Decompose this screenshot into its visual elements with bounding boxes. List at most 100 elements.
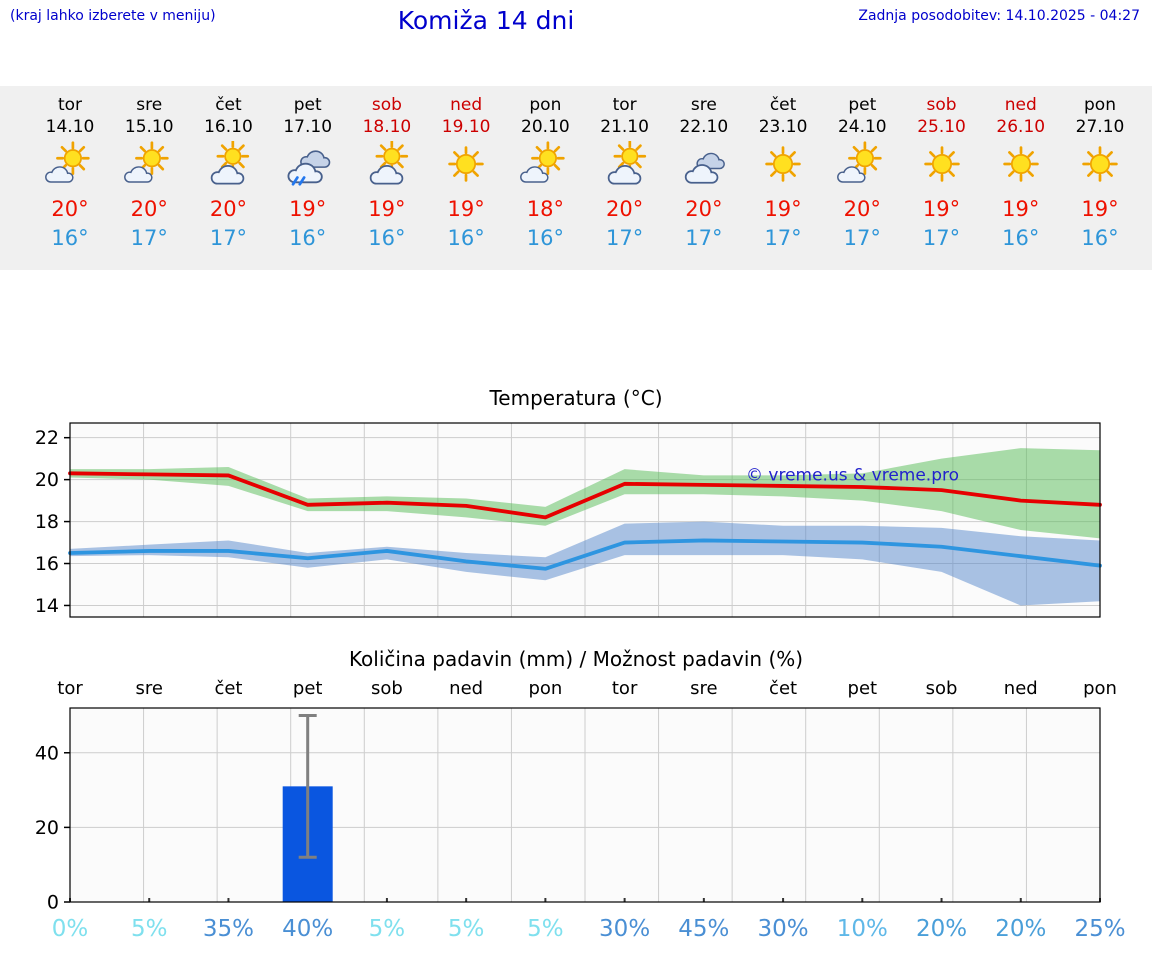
y-axis-tick-label: 18 xyxy=(35,511,59,533)
low-temp: 17° xyxy=(922,226,961,250)
precipitation-chart: 0 20 40 xyxy=(0,704,1152,914)
day-name: pet xyxy=(848,95,877,115)
precip-probability: 25% xyxy=(1074,916,1126,942)
high-temp: 20° xyxy=(605,197,644,221)
low-temp: 16° xyxy=(51,226,89,250)
partly-cloudy-icon xyxy=(186,139,270,189)
forecast-day: ned 26.10 19° 16° xyxy=(979,94,1063,250)
low-temp: 17° xyxy=(209,226,248,250)
low-temp: 16° xyxy=(1081,226,1119,250)
day-date: 23.10 xyxy=(758,117,808,137)
precip-probability: 5% xyxy=(527,916,564,942)
high-temp: 19° xyxy=(764,197,802,221)
precip-day-label: tor xyxy=(611,678,638,699)
precipitation-plot: 0 20 40 xyxy=(35,707,1101,914)
temperature-chart-title: Temperatura (°C) xyxy=(489,386,663,410)
precip-probability: 10% xyxy=(836,916,888,942)
mostly-sunny-icon xyxy=(820,141,904,189)
sunny-icon xyxy=(424,141,508,189)
precip-day-label: pet xyxy=(292,678,323,699)
temperature-plot: 14 16 18 20 22 © vreme.us & vreme.pro xyxy=(35,422,1102,618)
mostly-sunny-icon xyxy=(107,141,191,189)
precip-probability: 20% xyxy=(915,916,968,942)
last-update: Zadnja posodobitev: 14.10.2025 - 04:27 xyxy=(858,8,1140,24)
precip-chart-title: Količina padavin (mm) / Možnost padavin … xyxy=(348,647,804,671)
low-temp: 17° xyxy=(764,226,802,250)
y-axis-tick-label: 20 xyxy=(35,817,59,839)
forecast-day: pon 20.10 18° 16° xyxy=(503,94,587,250)
precip-day-label: sre xyxy=(135,678,163,699)
page-title: Komiža 14 dni xyxy=(397,6,575,35)
precip-day-label: ned xyxy=(449,678,484,699)
high-temp: 18° xyxy=(526,197,564,221)
cloudy-icon xyxy=(662,141,746,189)
forecast-day: pon 27.10 19° 16° xyxy=(1058,94,1142,250)
day-date: 16.10 xyxy=(204,117,253,137)
low-temp: 16° xyxy=(1002,226,1040,250)
rain-icon xyxy=(266,141,350,189)
high-temp: 20° xyxy=(843,197,881,221)
forecast-day: ned 19.10 19° 16° xyxy=(424,94,508,250)
precip-probability: 0% xyxy=(51,916,89,942)
precip-day-label: sob xyxy=(371,678,403,699)
mostly-sunny-icon xyxy=(503,141,587,189)
low-temp: 16° xyxy=(447,226,485,250)
watermark: © vreme.us & vreme.pro xyxy=(746,466,959,486)
high-temp: 20° xyxy=(209,197,248,221)
day-name: sob xyxy=(371,95,402,115)
day-name: ned xyxy=(450,95,483,115)
high-temp: 19° xyxy=(447,197,485,221)
forecast-day: tor 21.10 20° 17° xyxy=(583,94,667,250)
precip-day-label: sob xyxy=(925,678,958,699)
day-name: tor xyxy=(612,95,637,115)
page-header: (kraj lahko izberete v meniju) Komiža 14… xyxy=(0,0,1152,42)
precip-probability: 20% xyxy=(995,916,1047,942)
precip-probability: 45% xyxy=(678,916,730,942)
temperature-series-line xyxy=(68,538,1102,571)
precip-day-label: čet xyxy=(769,678,798,699)
day-name: sre xyxy=(136,95,163,115)
low-temp: 17° xyxy=(130,226,168,250)
y-axis-tick-label: 0 xyxy=(47,892,59,911)
partly-cloudy-icon xyxy=(583,139,667,189)
partly-cloudy-icon xyxy=(345,139,429,189)
low-temp: 17° xyxy=(843,226,881,250)
day-name: čet xyxy=(215,95,242,115)
forecast-day: sre 22.10 20° 17° xyxy=(662,94,746,250)
day-date: 22.10 xyxy=(679,117,729,137)
forecast-day: čet 16.10 20° 17° xyxy=(186,94,270,250)
high-temp: 19° xyxy=(368,197,406,221)
precip-day-labels-row: tor sre čet pet sob ned pon tor sre čet pet sob ned p… xyxy=(0,676,1152,704)
high-temp: 19° xyxy=(289,197,327,221)
sunny-icon xyxy=(979,141,1063,189)
forecast-day: pet 24.10 20° 17° xyxy=(820,94,904,250)
low-temp: 16° xyxy=(526,226,564,250)
precipitation-chart-section: Količina padavin (mm) / Možnost padavin … xyxy=(0,647,1152,950)
forecast-day: pet 17.10 19° 16° xyxy=(266,94,350,250)
y-axis-tick-label: 40 xyxy=(35,742,59,764)
uncertainty-band xyxy=(70,448,1100,539)
sunny-icon xyxy=(741,141,825,189)
day-date: 15.10 xyxy=(124,117,174,137)
day-name: ned xyxy=(1004,95,1037,115)
precip-day-label: pet xyxy=(847,678,878,699)
mostly-sunny-icon xyxy=(28,141,112,189)
low-temp: 17° xyxy=(685,226,723,250)
precip-probability: 5% xyxy=(130,916,168,942)
day-name: pon xyxy=(529,95,562,115)
low-temp: 17° xyxy=(605,226,644,250)
precip-day-label: pon xyxy=(1083,678,1117,699)
forecast-day: sre 15.10 20° 17° xyxy=(107,94,191,250)
low-temp: 16° xyxy=(368,226,406,250)
high-temp: 20° xyxy=(685,197,723,221)
temperature-chart-section: Temperatura (°C) 14 16 18 20 22 © vreme.us & … xyxy=(0,386,1152,625)
day-name: pet xyxy=(293,95,322,115)
y-axis-tick-label: 20 xyxy=(35,469,59,491)
y-axis-tick-label: 14 xyxy=(35,595,59,617)
precip-day-label: ned xyxy=(1003,678,1038,699)
precip-day-label: čet xyxy=(214,678,243,699)
low-temp: 16° xyxy=(289,226,327,250)
precip-probability: 5% xyxy=(447,916,485,942)
precip-probability: 30% xyxy=(599,916,651,942)
day-date: 19.10 xyxy=(441,117,491,137)
